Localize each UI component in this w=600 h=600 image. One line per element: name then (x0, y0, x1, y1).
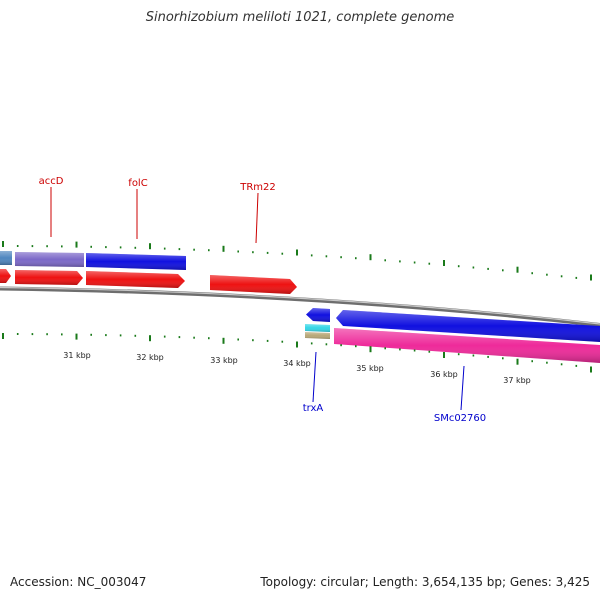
genome-backbone (0, 286, 600, 327)
gene-feature-blue-left[interactable] (0, 251, 12, 265)
gene-feature-folc[interactable] (86, 253, 186, 270)
smc02760-label-leader (460, 365, 465, 411)
genome-backbone-highlight (0, 286, 600, 325)
gene-label-trxa[interactable]: trxA (303, 403, 324, 414)
scale-label-34: 34 kbp (283, 359, 311, 368)
gene-feature-trxa[interactable] (306, 308, 330, 322)
gene-label-accd[interactable]: accD (39, 176, 64, 187)
trna-feature-trm22[interactable] (210, 275, 297, 294)
misc-feature-trxa[interactable] (305, 332, 330, 339)
gene-label-smc02760[interactable]: SMc02760 (434, 413, 486, 424)
trxa-label-leader (312, 351, 317, 403)
outer-scale-ticks (2, 241, 592, 281)
gene-label-folc[interactable]: folC (128, 178, 147, 189)
scale-label-33: 33 kbp (210, 356, 238, 365)
cds-feature-red-left[interactable] (0, 269, 11, 283)
cds-feature-trxa[interactable] (305, 324, 330, 332)
cds-feature-accd[interactable] (15, 270, 83, 285)
map-title: Sinorhizobium meliloti 1021, complete ge… (145, 10, 455, 25)
gene-label-trm22[interactable]: TRm22 (239, 182, 276, 193)
cds-feature-folc[interactable] (86, 271, 185, 288)
gene-feature-accd[interactable] (15, 252, 84, 267)
trm22-label-leader (255, 192, 259, 244)
genome-summary-text: Topology: circular; Length: 3,654,135 bp… (260, 575, 590, 589)
scale-label-32: 32 kbp (136, 353, 164, 362)
accession-text: Accession: NC_003047 (10, 575, 147, 589)
scale-label-31: 31 kbp (63, 351, 91, 360)
inner-scale-ticks (2, 333, 592, 373)
scale-label-37: 37 kbp (503, 376, 531, 385)
scale-label-35: 35 kbp (356, 364, 384, 373)
scale-label-36: 36 kbp (430, 370, 458, 379)
